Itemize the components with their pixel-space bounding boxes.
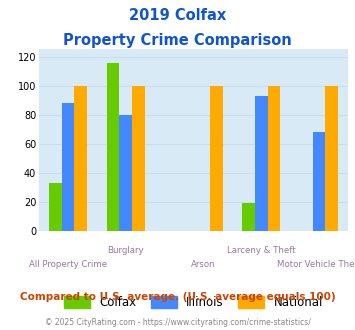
Text: © 2025 CityRating.com - https://www.cityrating.com/crime-statistics/: © 2025 CityRating.com - https://www.city… bbox=[45, 318, 310, 327]
Bar bbox=[49, 183, 61, 231]
Bar bbox=[132, 86, 145, 231]
Text: Motor Vehicle Theft: Motor Vehicle Theft bbox=[277, 260, 355, 269]
Text: Burglary: Burglary bbox=[107, 246, 144, 254]
Bar bbox=[119, 115, 132, 231]
Bar bbox=[61, 103, 74, 231]
Bar bbox=[326, 86, 338, 231]
Bar bbox=[106, 63, 119, 231]
Text: All Property Crime: All Property Crime bbox=[29, 260, 107, 269]
Bar bbox=[242, 203, 255, 231]
Text: Arson: Arson bbox=[191, 260, 216, 269]
Bar bbox=[210, 86, 223, 231]
Text: 2019 Colfax: 2019 Colfax bbox=[129, 8, 226, 23]
Text: Property Crime Comparison: Property Crime Comparison bbox=[63, 33, 292, 48]
Bar bbox=[74, 86, 87, 231]
Bar bbox=[255, 96, 268, 231]
Text: Larceny & Theft: Larceny & Theft bbox=[227, 246, 296, 254]
Text: Compared to U.S. average. (U.S. average equals 100): Compared to U.S. average. (U.S. average … bbox=[20, 292, 335, 302]
Bar bbox=[313, 132, 326, 231]
Bar bbox=[268, 86, 280, 231]
Legend: Colfax, Illinois, National: Colfax, Illinois, National bbox=[59, 291, 328, 314]
